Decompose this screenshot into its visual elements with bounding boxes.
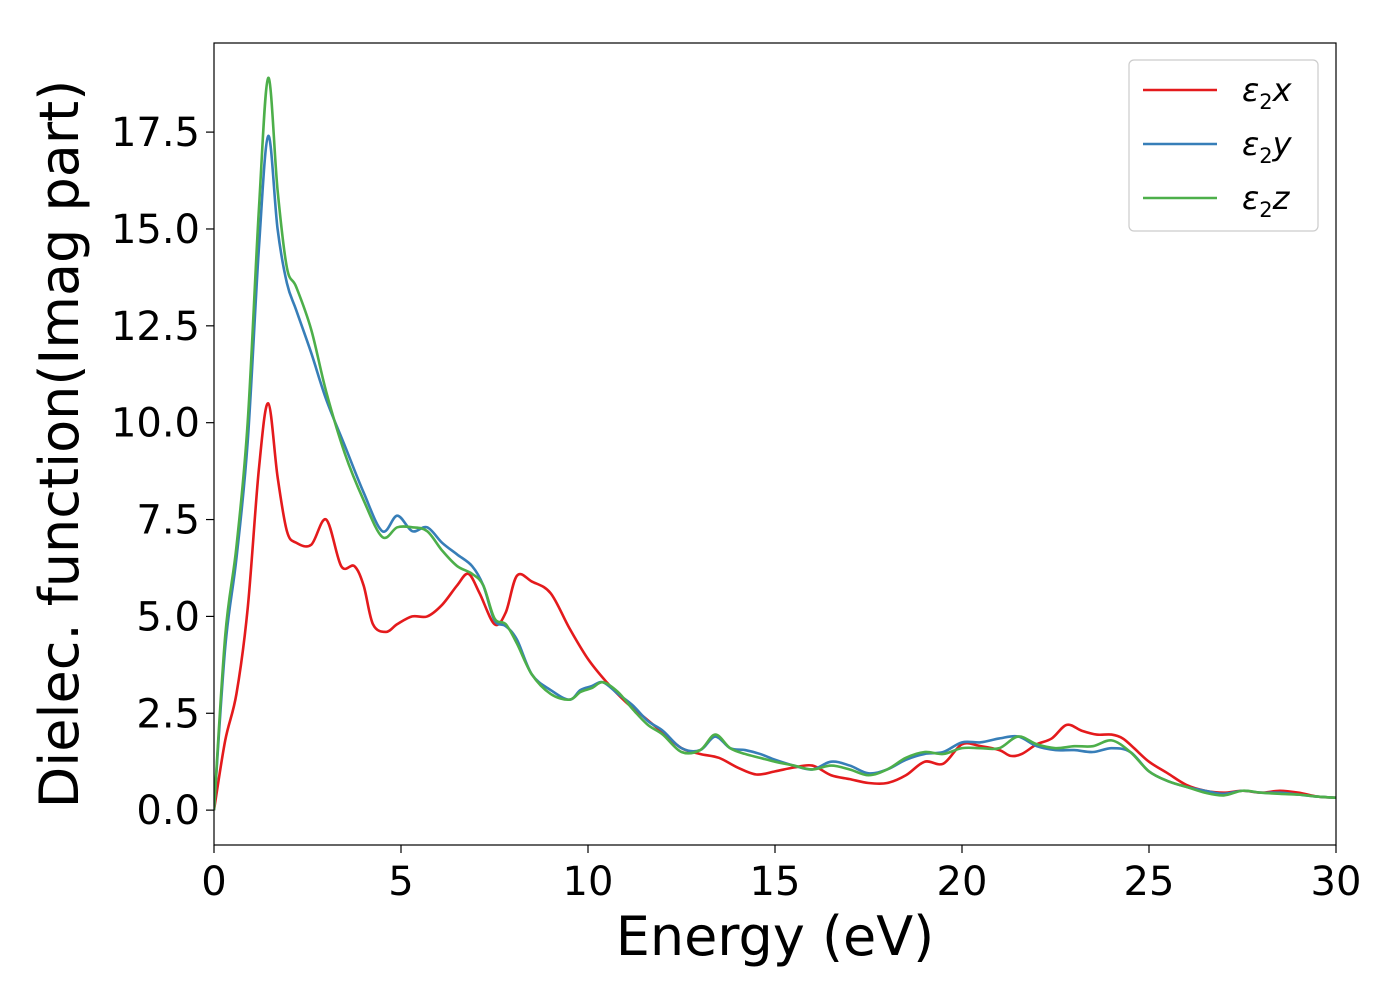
legend-box [1128,59,1319,232]
y-tick-label: 17.5 [111,110,200,156]
x-tick-label: 20 [937,859,988,905]
y-tick-label: 15.0 [111,207,200,253]
y-axis-ticks: 0.0 2.5 5.0 7.5 10.0 12.5 15.0 17.5 [111,110,214,834]
legend-label-subscript: 2 [1259,198,1272,222]
y-axis-label: Dielec. function(Imag part) [28,80,91,809]
legend-label-base: ε [1242,179,1259,217]
x-tick-label: 25 [1124,859,1175,905]
series-line-y [214,134,1336,811]
legend-label-component: z [1272,179,1291,217]
legend-label-subscript: 2 [1259,144,1272,168]
legend-label-subscript: 2 [1259,90,1272,114]
series-line-z [214,76,1336,811]
legend-label-base: ε [1242,71,1259,109]
legend-label-y: ε2y [1242,125,1293,168]
x-axis-label: Energy (eV) [616,905,935,968]
y-tick-label: 7.5 [136,498,200,544]
x-tick-label: 15 [750,859,801,905]
x-tick-label: 5 [388,859,413,905]
y-tick-label: 10.0 [111,401,200,447]
legend-label-base: ε [1242,125,1259,163]
legend-label-component: y [1272,125,1293,163]
legend-label-component: x [1272,71,1293,109]
x-tick-label: 10 [563,859,614,905]
legend-label-x: ε2x [1242,71,1293,114]
series-lines [214,76,1336,811]
y-tick-label: 0.0 [136,788,200,834]
legend-label-z: ε2z [1242,179,1291,222]
y-tick-label: 12.5 [111,304,200,350]
x-tick-label: 30 [1311,859,1362,905]
y-tick-label: 2.5 [136,691,200,737]
series-line-x [214,402,1336,811]
x-tick-label: 0 [201,859,226,905]
x-axis-ticks: 0 5 10 15 20 25 30 [201,845,1361,905]
y-tick-label: 5.0 [136,594,200,640]
